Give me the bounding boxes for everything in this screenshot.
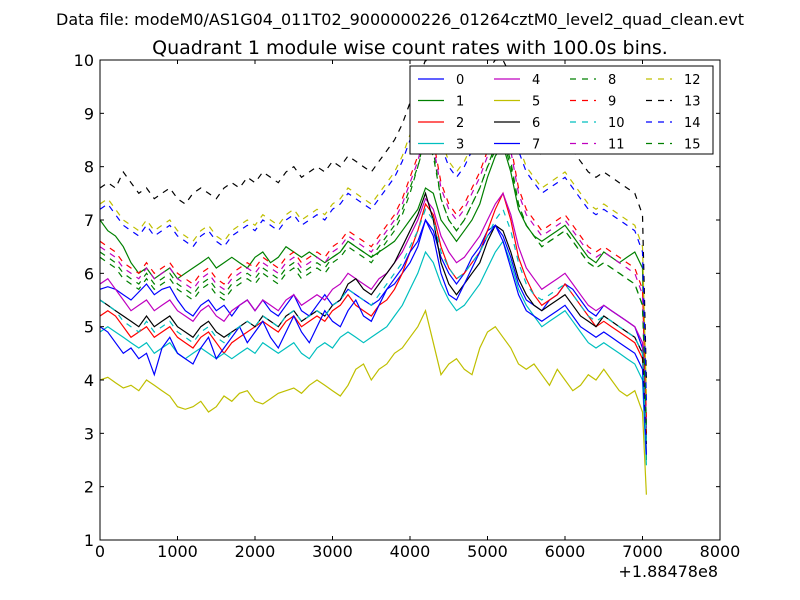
series-line-3 — [100, 240, 647, 466]
series-line-5 — [100, 308, 647, 495]
y-tick-label: 9 — [84, 104, 94, 123]
x-tick-label: 2000 — [235, 542, 276, 561]
series-line-12 — [100, 74, 647, 397]
y-tick-label: 8 — [84, 158, 94, 177]
legend-label-4: 4 — [532, 73, 540, 88]
y-tick-label: 10 — [74, 51, 94, 70]
y-tick-label: 1 — [84, 531, 94, 550]
x-tick-label: 8000 — [700, 542, 741, 561]
legend-label-8: 8 — [608, 73, 616, 88]
series-line-9 — [100, 117, 647, 418]
series-line-10 — [100, 208, 647, 445]
legend-label-0: 0 — [456, 73, 464, 88]
legend-label-11: 11 — [608, 138, 625, 153]
x-tick-label: 3000 — [312, 542, 353, 561]
x-tick-label: 4000 — [390, 542, 431, 561]
legend-label-15: 15 — [684, 138, 701, 153]
legend-label-3: 3 — [456, 138, 464, 153]
x-offset-label: +1.88478e8 — [618, 562, 718, 581]
legend-label-5: 5 — [532, 95, 540, 110]
x-tick-label: 5000 — [467, 542, 508, 561]
x-tick-label: 0 — [95, 542, 105, 561]
x-tick-label: 1000 — [157, 542, 198, 561]
legend-label-6: 6 — [532, 116, 540, 131]
series-line-11 — [100, 122, 647, 423]
series-layer — [100, 60, 647, 495]
legend-label-7: 7 — [532, 138, 540, 153]
legend-label-12: 12 — [684, 73, 701, 88]
legend-label-13: 13 — [684, 95, 701, 110]
series-line-7 — [100, 218, 647, 455]
y-tick-label: 7 — [84, 211, 94, 230]
series-line-2 — [100, 191, 647, 434]
legend-label-9: 9 — [608, 95, 616, 110]
legend-label-10: 10 — [608, 116, 625, 131]
series-line-15 — [100, 138, 647, 429]
x-tick-label: 7000 — [622, 542, 663, 561]
figure-suptitle: Data file: modeM0/AS1G04_011T02_90000002… — [56, 10, 744, 30]
y-tick-label: 5 — [84, 318, 94, 337]
legend-box — [409, 65, 714, 155]
y-tick-label: 4 — [84, 371, 94, 390]
y-tick-label: 6 — [84, 264, 94, 283]
series-line-14 — [100, 79, 647, 402]
series-line-6 — [100, 191, 647, 445]
legend-label-1: 1 — [456, 95, 464, 110]
y-tick-label: 2 — [84, 478, 94, 497]
chart-title: Quadrant 1 module wise count rates with … — [152, 37, 668, 59]
legend-label-2: 2 — [456, 116, 464, 131]
y-tick-label: 3 — [84, 424, 94, 443]
series-line-1 — [100, 143, 647, 461]
x-tick-label: 6000 — [545, 542, 586, 561]
series-line-4 — [100, 192, 647, 429]
legend-label-14: 14 — [684, 116, 701, 131]
ticks-layer: 0 1000 2000 3000 4000 5000 6000 7000 80001234567… — [74, 51, 741, 561]
